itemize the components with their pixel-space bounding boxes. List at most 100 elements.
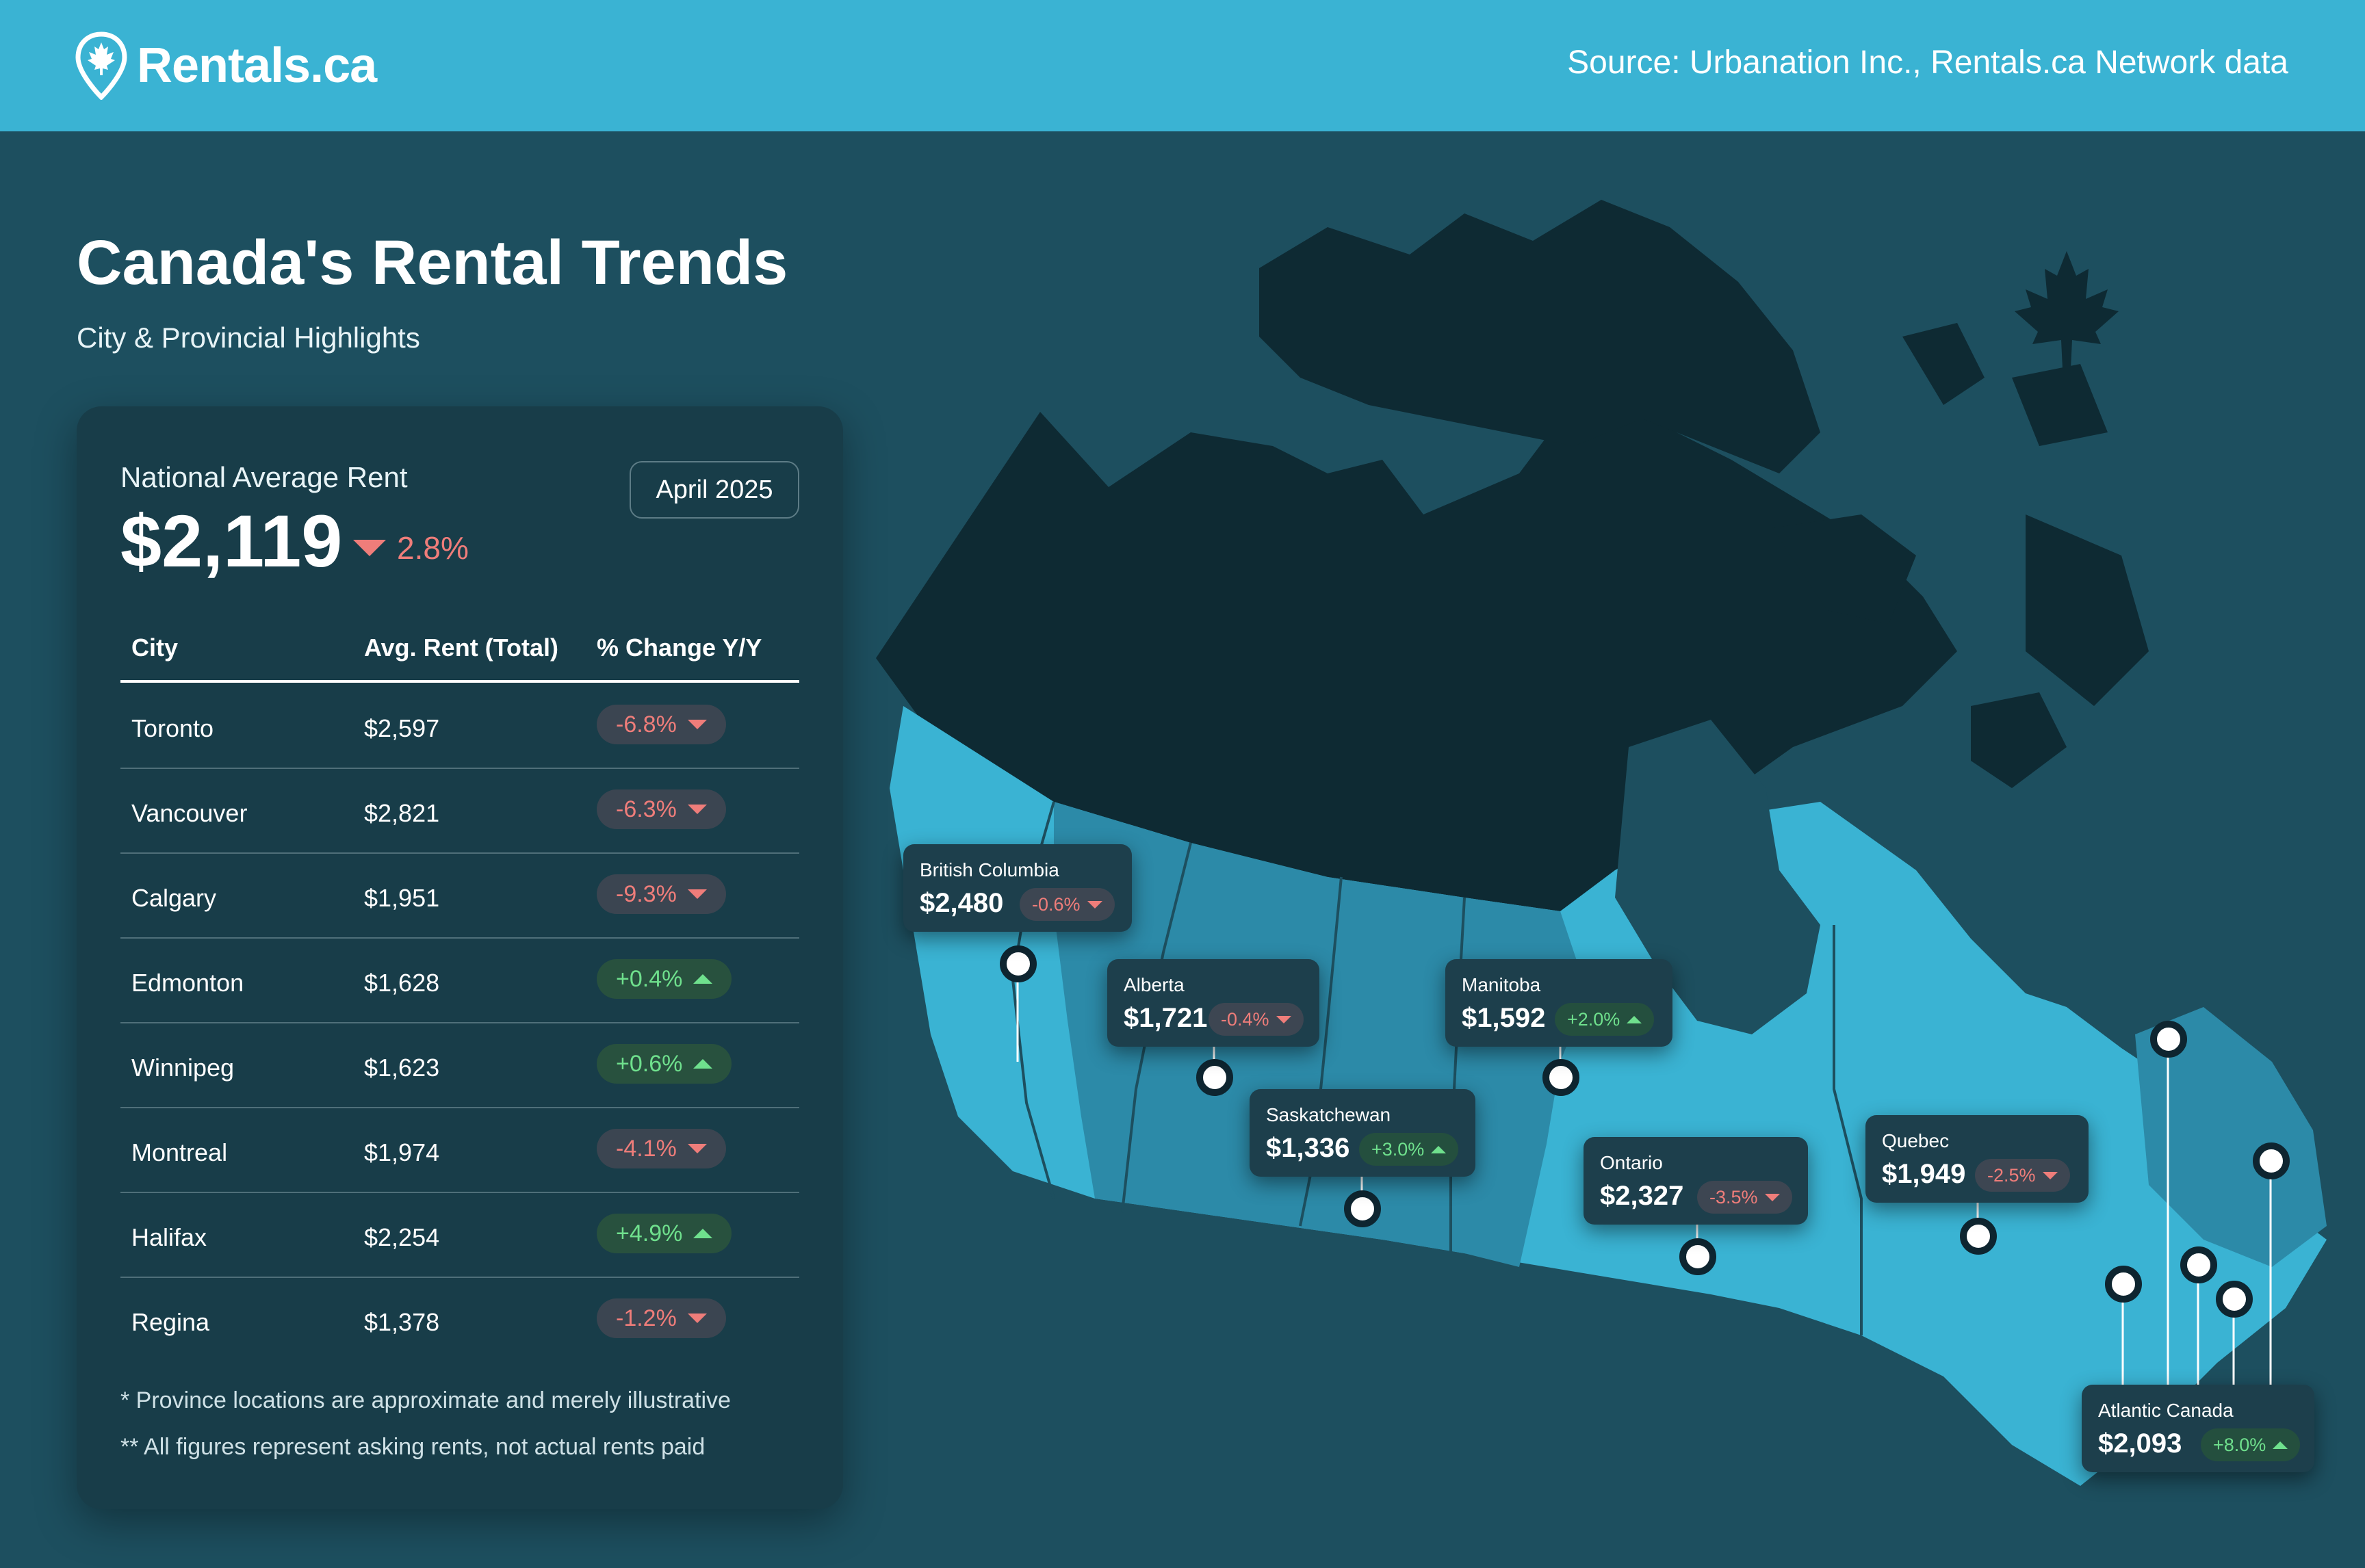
map-pin-atlantic-2[interactable] (2253, 1142, 2290, 1179)
brand-name: Rentals.ca (137, 38, 377, 93)
province-name: Atlantic Canada (2098, 1400, 2234, 1421)
province-name: British Columbia (920, 859, 1059, 880)
province-change: +3.0% (1371, 1138, 1425, 1160)
chevron-up-icon (1627, 1015, 1642, 1023)
province-callout-quebec[interactable]: Quebec $1,949 -2.5% (1865, 1115, 2089, 1203)
province-callout-atlantic-canada[interactable]: Atlantic Canada $2,093 +8.0% (2082, 1385, 2314, 1472)
map-pin-manitoba[interactable] (1542, 1059, 1579, 1096)
map-pin-quebec[interactable] (1960, 1218, 1997, 1255)
table-row: Vancouver $2,821 -6.3% (120, 768, 799, 854)
city-rent: $1,378 (364, 1308, 440, 1336)
table-row: Regina $1,378 -1.2% (120, 1277, 799, 1361)
city-name: Winnipeg (131, 1054, 235, 1082)
change-badge: -6.3% (597, 789, 726, 829)
nunavut-islands (1259, 200, 1820, 473)
province-callout-british-columbia[interactable]: British Columbia $2,480 -0.6% (903, 844, 1132, 932)
province-rent: $1,336 (1266, 1133, 1350, 1163)
province-name: Alberta (1124, 974, 1185, 995)
city-name: Toronto (131, 714, 214, 742)
province-rent: $1,592 (1462, 1003, 1546, 1033)
change-badge: +0.6% (597, 1044, 732, 1084)
chevron-down-icon (1087, 900, 1102, 909)
atlantic-region (2135, 1007, 2327, 1267)
city-rent: $1,628 (364, 969, 440, 997)
column-header-change: % Change Y/Y (597, 633, 762, 662)
province-change-badge: -2.5% (1975, 1159, 2070, 1192)
chevron-down-icon (2042, 1171, 2058, 1179)
header-bar: Rentals.ca Source: Urbanation Inc., Rent… (0, 0, 2365, 131)
city-name: Montreal (131, 1138, 228, 1166)
chevron-down-icon (687, 1144, 707, 1153)
table-header: City Avg. Rent (Total) % Change Y/Y (120, 612, 799, 683)
city-rent: $1,951 (364, 884, 440, 912)
table-row: Montreal $1,974 -4.1% (120, 1107, 799, 1193)
national-average-change: 2.8% (353, 530, 469, 566)
province-change-badge: -0.6% (1020, 888, 1115, 921)
change-badge: -6.8% (597, 705, 726, 744)
province-change-badge: +3.0% (1359, 1133, 1459, 1166)
table-row: Toronto $2,597 -6.8% (120, 683, 799, 769)
map-pin-atlantic-1[interactable] (2150, 1021, 2187, 1058)
province-name: Manitoba (1462, 974, 1541, 995)
table-row: Edmonton $1,628 +0.4% (120, 937, 799, 1023)
footnote-1: * Province locations are approximate and… (120, 1387, 731, 1413)
province-name: Ontario (1600, 1152, 1663, 1173)
page-subtitle: City & Provincial Highlights (77, 322, 420, 354)
column-header-rent: Avg. Rent (Total) (364, 633, 558, 662)
change-value: -4.1% (616, 1135, 677, 1162)
national-average-value: $2,119 (120, 499, 343, 582)
province-callout-saskatchewan[interactable]: Saskatchewan $1,336 +3.0% (1250, 1089, 1475, 1177)
change-value: +4.9% (616, 1220, 683, 1246)
map-pin-saskatchewan[interactable] (1344, 1190, 1381, 1227)
map-pin-atlantic-4[interactable] (2180, 1246, 2217, 1283)
source-credit: Source: Urbanation Inc., Rentals.ca Netw… (1567, 44, 2288, 81)
chevron-up-icon (693, 1229, 713, 1238)
table-row: Winnipeg $1,623 +0.6% (120, 1022, 799, 1108)
chevron-up-icon (2273, 1441, 2288, 1449)
city-rent: $2,597 (364, 714, 440, 742)
city-name: Halifax (131, 1223, 207, 1251)
map-pin-british-columbia[interactable] (1000, 945, 1037, 982)
change-badge: -4.1% (597, 1129, 726, 1168)
brand-logo[interactable]: Rentals.ca (75, 31, 377, 100)
map-pin-atlantic-5[interactable] (2216, 1281, 2253, 1318)
city-name: Vancouver (131, 799, 248, 827)
city-rent: $1,623 (364, 1054, 440, 1082)
change-badge: +4.9% (597, 1214, 732, 1253)
change-value: -9.3% (616, 880, 677, 907)
change-badge: -1.2% (597, 1298, 726, 1338)
province-change-badge: -3.5% (1697, 1181, 1792, 1214)
border-on-qc (1833, 925, 1863, 1335)
date-selector-button[interactable]: April 2025 (630, 461, 799, 519)
national-change-value: 2.8% (397, 530, 469, 566)
province-name: Saskatchewan (1266, 1104, 1391, 1125)
province-callout-alberta[interactable]: Alberta $1,721 -0.4% (1107, 959, 1319, 1047)
province-name: Quebec (1882, 1130, 1950, 1151)
province-change-badge: -0.4% (1209, 1003, 1304, 1036)
map-pin-alberta[interactable] (1196, 1059, 1233, 1096)
province-change: +2.0% (1567, 1008, 1620, 1030)
chevron-up-icon (693, 1059, 713, 1069)
page-title: Canada's Rental Trends (77, 228, 788, 298)
province-callout-ontario[interactable]: Ontario $2,327 -3.5% (1584, 1137, 1808, 1225)
arctic-island-1 (1772, 514, 1916, 624)
chevron-down-icon (687, 720, 707, 729)
chevron-down-icon (687, 889, 707, 899)
chevron-down-icon (687, 1314, 707, 1323)
chevron-down-icon (687, 805, 707, 814)
city-rent: $1,974 (364, 1138, 440, 1166)
arctic-island-3 (1902, 323, 1985, 405)
map-pin-ontario[interactable] (1679, 1238, 1716, 1275)
national-average-label: National Average Rent (120, 461, 408, 493)
column-header-city: City (131, 633, 179, 662)
province-change: -0.4% (1221, 1008, 1269, 1030)
province-change: +8.0% (2213, 1434, 2266, 1455)
chevron-up-icon (1431, 1145, 1447, 1153)
province-rent: $2,480 (920, 888, 1004, 918)
province-rent: $1,949 (1882, 1159, 1966, 1189)
chevron-up-icon (693, 974, 713, 984)
footnote-2: ** All figures represent asking rents, n… (120, 1434, 706, 1460)
province-callout-manitoba[interactable]: Manitoba $1,592 +2.0% (1445, 959, 1672, 1047)
map-pin-atlantic-3[interactable] (2105, 1266, 2142, 1303)
city-rent: $2,254 (364, 1223, 440, 1251)
